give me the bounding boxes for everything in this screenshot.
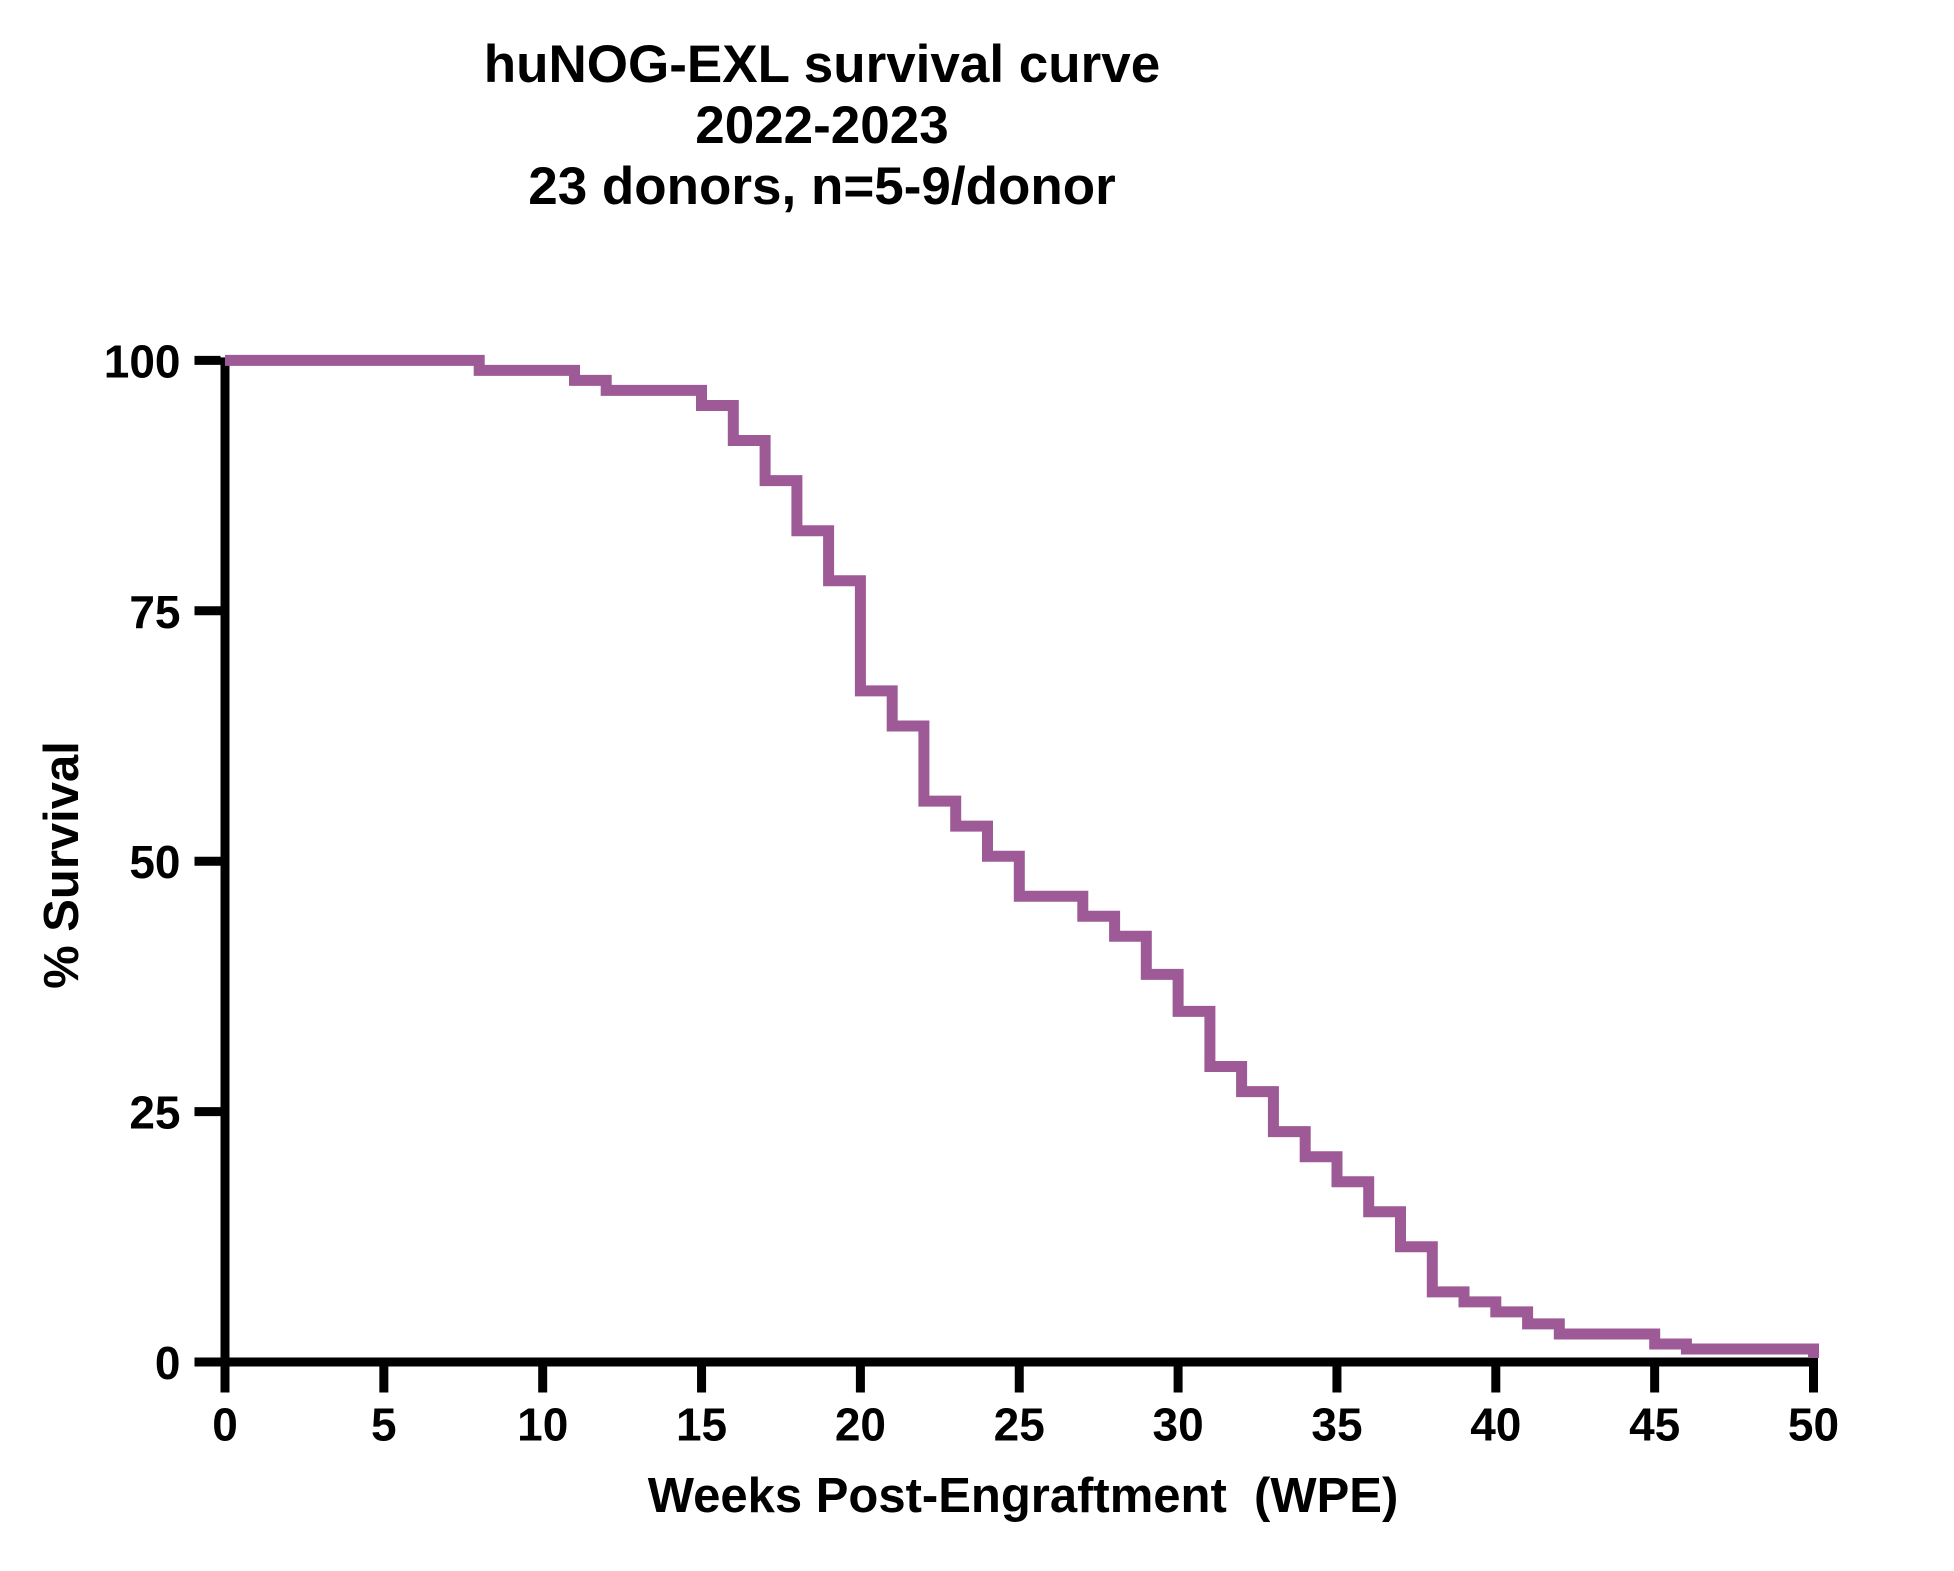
- y-tick-label-25: 25: [129, 1087, 180, 1139]
- x-axis-title: Weeks Post-Engraftment (WPE): [647, 1469, 1399, 1523]
- x-tick-label-5: 5: [371, 1399, 397, 1451]
- x-tick-label-40: 40: [1470, 1399, 1521, 1451]
- survival-curve: [225, 354, 1819, 1358]
- y-tick-label-100: 100: [104, 335, 181, 387]
- y-tick-label-0: 0: [155, 1337, 181, 1389]
- chart-title-line-3: 23 donors, n=5-9/donor: [528, 157, 1116, 216]
- x-axis: 0 5 10 15 20 25 30 35 40 45 50: [212, 1357, 1839, 1451]
- y-axis: 0 25 50 75 100: [104, 335, 230, 1389]
- x-tick-label-20: 20: [835, 1399, 886, 1451]
- x-tick-label-0: 0: [212, 1399, 238, 1451]
- x-tick-label-10: 10: [517, 1399, 568, 1451]
- chart-title: huNOG-EXL survival curve 2022-2023 23 do…: [484, 34, 1160, 217]
- x-tick-label-15: 15: [676, 1399, 727, 1451]
- x-tick-label-35: 35: [1311, 1399, 1362, 1451]
- y-tick-label-50: 50: [129, 836, 180, 888]
- y-tick-label-75: 75: [129, 586, 180, 638]
- x-tick-label-50: 50: [1788, 1399, 1839, 1451]
- x-tick-label-30: 30: [1153, 1399, 1204, 1451]
- chart-title-line-2: 2022-2023: [695, 96, 949, 155]
- x-tick-label-25: 25: [994, 1399, 1045, 1451]
- x-tick-label-45: 45: [1629, 1399, 1680, 1451]
- chart-title-line-1: huNOG-EXL survival curve: [483, 35, 1161, 94]
